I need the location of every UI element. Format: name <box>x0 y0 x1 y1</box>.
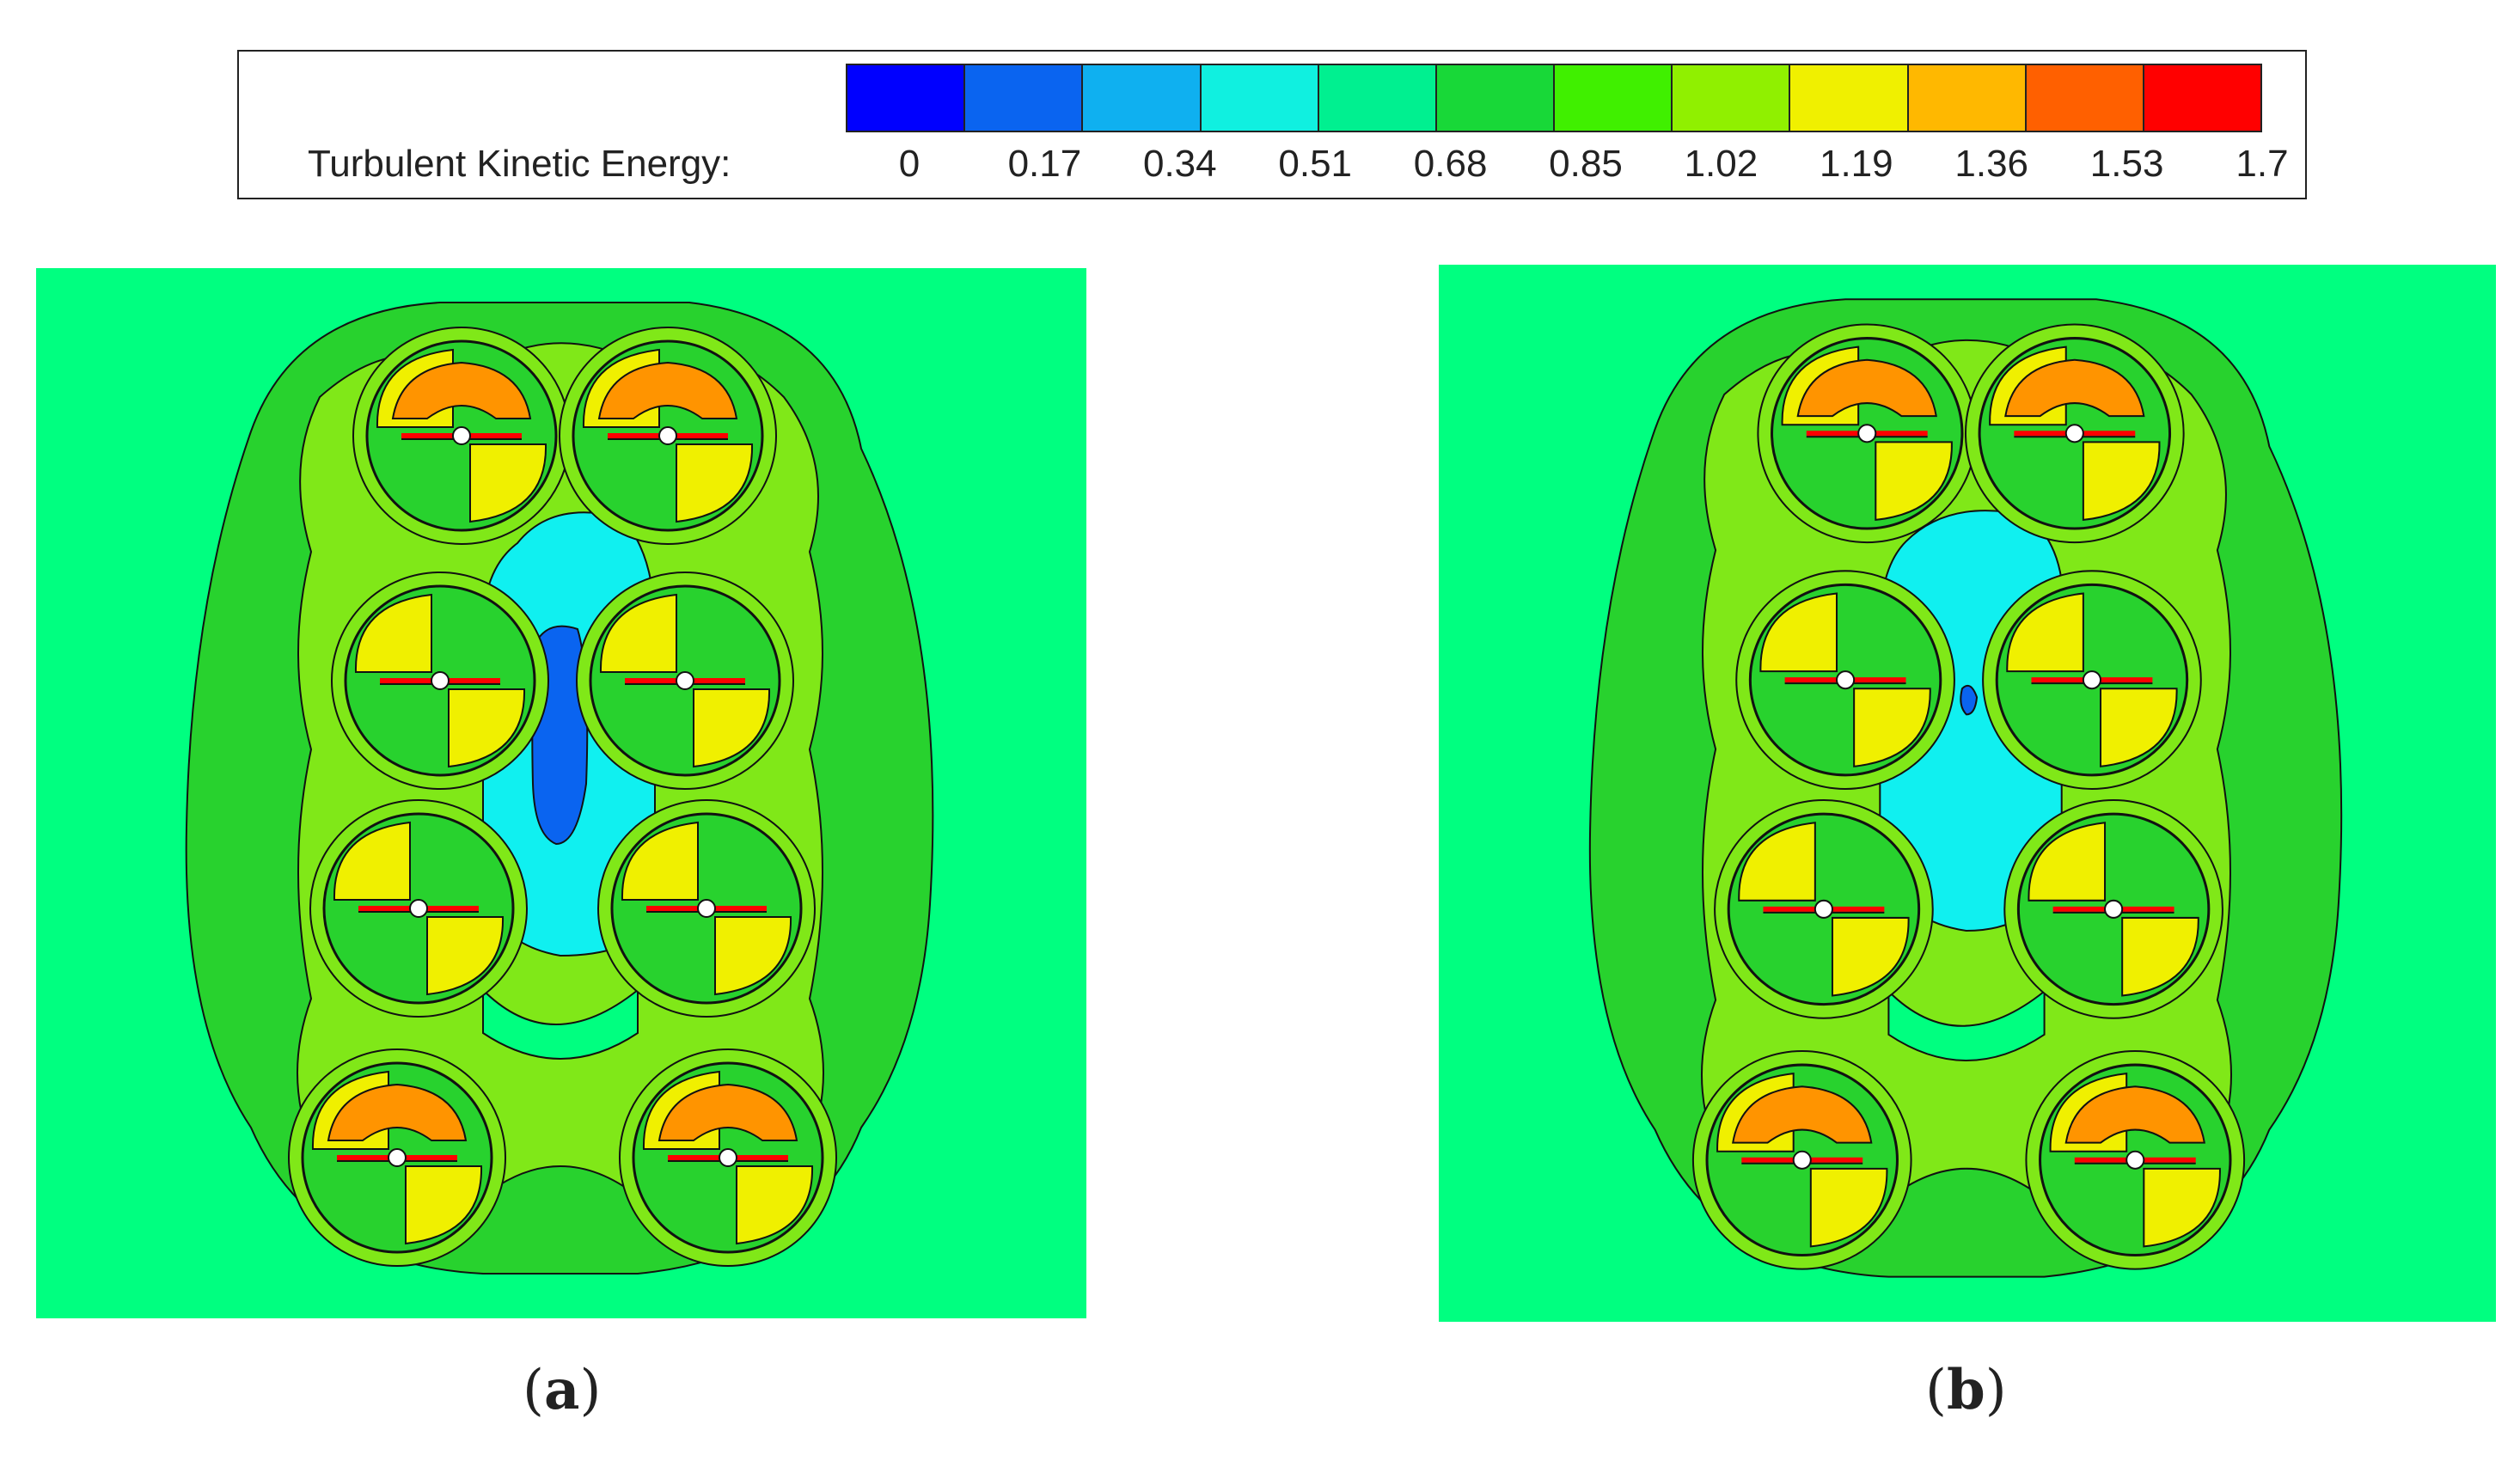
colorbar-tick-label: 0.34 <box>1142 143 1217 185</box>
colorbar-swatch <box>1908 65 2027 131</box>
colorbar-tick-label: 0.17 <box>1007 143 1082 185</box>
rotor-disk <box>576 572 794 790</box>
colorbar-swatch <box>2026 65 2144 131</box>
rotor-high-tke-lobe <box>1853 688 1931 767</box>
rotor-high-tke-lobe <box>736 1165 814 1245</box>
colorbar-swatch <box>1673 65 1791 131</box>
rotor-high-tke-lobe <box>354 593 432 673</box>
rotor-high-tke-lobe <box>1738 822 1816 902</box>
colorbar-swatch <box>1318 65 1437 131</box>
central-gap-region <box>1887 989 2046 1061</box>
colorbar-tick-label: 1.19 <box>1819 143 1893 185</box>
colorbar-swatch <box>2144 65 2261 131</box>
caption-a: (a) <box>523 1358 602 1422</box>
rotor-peak-tke-patch <box>2004 358 2145 418</box>
rotor-hub <box>1857 424 1877 443</box>
colorbar-tick-label: 0 <box>898 143 921 185</box>
rotor-high-tke-lobe <box>693 688 771 768</box>
rotor-high-tke-lobe <box>2028 822 2107 902</box>
rotor-hub <box>431 671 450 690</box>
rotor-peak-tke-patch <box>658 1083 798 1141</box>
rotor-hub <box>388 1148 407 1167</box>
colorbar-swatch <box>847 65 966 131</box>
contour-panel-b <box>1439 265 2496 1322</box>
rotor-high-tke-lobe <box>2100 688 2178 767</box>
panel-group <box>36 268 1086 1318</box>
colorbar-swatch <box>1790 65 1909 131</box>
rotor-hub <box>676 671 694 690</box>
rotor-high-tke-lobe <box>1831 916 1910 997</box>
colorbar-swatches <box>846 64 2262 132</box>
rotor-high-tke-lobe <box>426 916 505 996</box>
core-minimum-tke <box>1960 684 1979 716</box>
rotor-disk <box>1735 570 1955 790</box>
rotor-peak-tke-patch <box>1796 358 1937 418</box>
rotor-disk <box>1964 323 2185 544</box>
rotor-hub <box>697 899 716 918</box>
rotor-hub <box>2104 899 2124 919</box>
rotor-disk <box>352 327 571 545</box>
rotor-high-tke-lobe <box>469 443 547 523</box>
contour-panel-a <box>36 268 1086 1318</box>
rotor-disk <box>331 572 549 790</box>
rotor-high-tke-lobe <box>1809 1167 1888 1248</box>
rotor-hub <box>719 1148 737 1167</box>
rotor-hub <box>658 426 677 445</box>
rotor-high-tke-lobe <box>1759 592 1838 673</box>
colorbar-tick-label: 1.02 <box>1684 143 1758 185</box>
panel-group <box>1439 265 2496 1322</box>
rotor-peak-tke-patch <box>327 1083 468 1141</box>
rotor-hub <box>452 426 471 445</box>
central-gap-region <box>482 987 639 1060</box>
rotor-high-tke-lobe <box>714 916 792 996</box>
rotor-high-tke-lobe <box>2121 916 2199 997</box>
rotor-disk <box>597 799 816 1018</box>
colorbar-tick-label: 1.36 <box>1954 143 2029 185</box>
colorbar-tick-label: 1.7 <box>2236 143 2289 185</box>
rotor-peak-tke-patch <box>2064 1085 2205 1144</box>
rotor-high-tke-lobe <box>1875 441 1953 522</box>
rotor-disk <box>559 327 777 545</box>
rotor-disk <box>2025 1049 2246 1270</box>
rotor-high-tke-lobe <box>676 443 754 523</box>
rotor-high-tke-lobe <box>405 1165 483 1245</box>
colorbar-tick-label: 0.68 <box>1413 143 1488 185</box>
rotor-disk <box>2003 799 2223 1019</box>
rotor-hub <box>2082 670 2102 690</box>
rotor-disk <box>1714 799 1934 1019</box>
rotor-disk <box>288 1048 506 1267</box>
rotor-disk <box>1757 323 1978 544</box>
rotor-high-tke-lobe <box>599 593 677 673</box>
legend-title: Turbulent Kinetic Energy: <box>308 143 731 185</box>
rotor-hub <box>2125 1150 2145 1170</box>
rotor-hub <box>409 899 428 918</box>
rotor-peak-tke-patch <box>597 361 738 419</box>
colorbar-swatch <box>1083 65 1202 131</box>
rotor-high-tke-lobe <box>2006 592 2084 673</box>
colorbar-tick-label: 1.53 <box>2089 143 2164 185</box>
rotor-hub <box>1836 670 1856 690</box>
rotor-disk <box>619 1048 837 1267</box>
caption-b: (b) <box>1925 1358 2007 1422</box>
colorbar-tick-label: 0.85 <box>1549 143 1623 185</box>
rotor-peak-tke-patch <box>391 361 532 419</box>
colorbar-tick-label: 0.51 <box>1278 143 1353 185</box>
rotor-hub <box>2064 424 2084 443</box>
colorbar-legend: Turbulent Kinetic Energy: 0 0.17 0.34 0.51 0… <box>237 50 2307 199</box>
rotor-disk <box>1982 570 2202 790</box>
colorbar-swatch <box>965 65 1084 131</box>
rotor-disk <box>309 799 528 1018</box>
rotor-high-tke-lobe <box>448 688 526 768</box>
rotor-disk <box>1691 1049 1912 1270</box>
rotor-high-tke-lobe <box>2082 441 2161 522</box>
colorbar-swatch <box>1436 65 1556 131</box>
rotor-hub <box>1814 899 1833 919</box>
rotor-high-tke-lobe <box>2143 1167 2221 1248</box>
rotor-high-tke-lobe <box>621 821 699 901</box>
rotor-peak-tke-patch <box>1732 1085 1873 1144</box>
rotor-high-tke-lobe <box>333 821 411 901</box>
colorbar-swatch <box>1201 65 1319 131</box>
colorbar-swatch <box>1555 65 1673 131</box>
rotor-hub <box>1792 1150 1812 1170</box>
